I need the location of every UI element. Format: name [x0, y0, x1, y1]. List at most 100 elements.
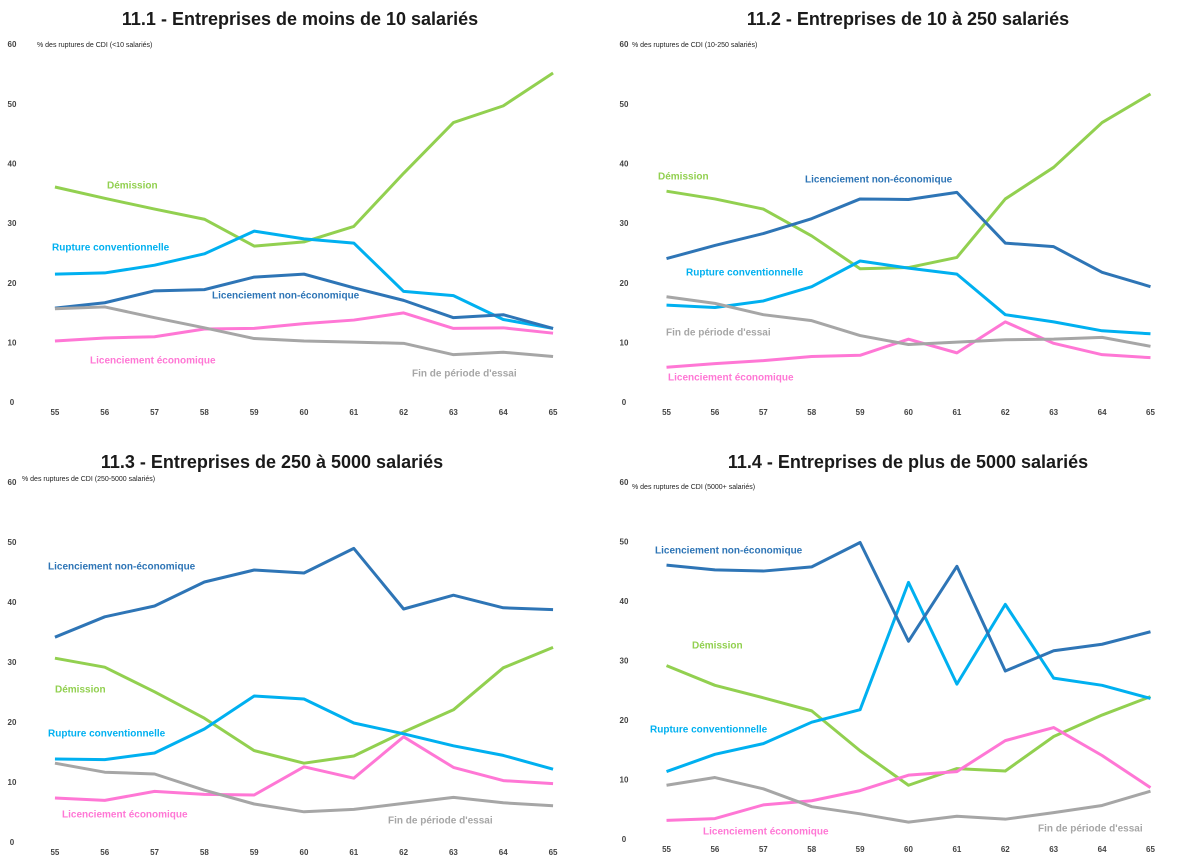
y-tick-label: 10: [8, 778, 17, 787]
x-tick-label: 65: [1146, 845, 1155, 854]
y-tick-label: 50: [8, 538, 17, 547]
x-tick-label: 65: [549, 848, 558, 857]
x-tick-label: 61: [952, 845, 961, 854]
x-tick-label: 62: [399, 848, 408, 857]
y-axis-title: % des ruptures de CDI (250-5000 salariés…: [22, 476, 155, 483]
series-line: [666, 259, 1151, 336]
x-tick-label: 64: [499, 848, 508, 857]
series-line: [54, 735, 554, 802]
x-tick-label: 56: [710, 408, 719, 417]
series-label: Fin de période d'essai: [412, 369, 517, 380]
x-tick-label: 58: [807, 408, 816, 417]
y-tick-label: 20: [620, 716, 629, 725]
series-label: Licenciement économique: [703, 827, 829, 838]
x-tick-label: 61: [349, 848, 358, 857]
series-line: [54, 305, 554, 358]
x-tick-label: 65: [1146, 408, 1155, 417]
y-axis-title: % des ruptures de CDI (10-250 salariés): [632, 42, 757, 49]
x-tick-label: 64: [1098, 845, 1107, 854]
panel: 11.2 - Entreprises de 10 à 250 salariés%…: [620, 9, 1156, 417]
series-line: [54, 272, 554, 330]
x-tick-label: 60: [904, 845, 913, 854]
panel: 11.1 - Entreprises de moins de 10 salari…: [8, 9, 559, 417]
series-label: Fin de période d'essai: [666, 328, 771, 339]
y-tick-label: 0: [622, 835, 627, 844]
panel: 11.3 - Entreprises de 250 à 5000 salarié…: [8, 452, 559, 857]
y-tick-label: 60: [620, 40, 629, 49]
y-tick-label: 50: [8, 100, 17, 109]
series-label: Licenciement économique: [90, 356, 216, 367]
series-label: Licenciement non-économique: [48, 562, 196, 573]
x-tick-label: 58: [200, 848, 209, 857]
y-tick-label: 20: [620, 279, 629, 288]
series-line: [666, 320, 1151, 369]
series-label: Rupture conventionnelle: [52, 243, 170, 254]
y-tick-label: 40: [620, 159, 629, 168]
x-tick-label: 57: [150, 848, 159, 857]
chart-title: 11.1 - Entreprises de moins de 10 salari…: [122, 9, 478, 29]
x-tick-label: 56: [710, 845, 719, 854]
x-tick-label: 55: [662, 408, 671, 417]
y-tick-label: 60: [620, 478, 629, 487]
x-tick-label: 57: [759, 845, 768, 854]
y-tick-label: 0: [622, 398, 627, 407]
series-label: Licenciement non-économique: [212, 291, 360, 302]
y-tick-label: 60: [8, 478, 17, 487]
y-tick-label: 30: [8, 219, 17, 228]
series-line: [665, 664, 1152, 787]
x-tick-label: 59: [250, 848, 259, 857]
x-tick-label: 64: [499, 408, 508, 417]
series-label: Rupture conventionnelle: [686, 268, 804, 279]
x-tick-label: 62: [1001, 408, 1010, 417]
y-tick-label: 10: [8, 338, 17, 347]
x-tick-label: 61: [349, 408, 358, 417]
series-line: [666, 541, 1151, 673]
x-tick-label: 57: [759, 408, 768, 417]
y-tick-label: 50: [620, 100, 629, 109]
y-axis-title: % des ruptures de CDI (5000+ salariés): [632, 484, 755, 491]
series-line: [54, 546, 554, 639]
series-label: Licenciement non-économique: [655, 546, 803, 557]
series-line: [54, 761, 554, 814]
x-tick-label: 58: [807, 845, 816, 854]
series-line: [666, 726, 1152, 822]
y-tick-label: 10: [620, 338, 629, 347]
series-label: Licenciement non-économique: [805, 175, 953, 186]
y-tick-label: 60: [8, 40, 17, 49]
x-tick-label: 59: [856, 845, 865, 854]
series-label: Démission: [658, 172, 709, 183]
series-line: [54, 311, 554, 343]
x-tick-label: 63: [449, 848, 458, 857]
x-tick-label: 58: [200, 408, 209, 417]
x-tick-label: 59: [250, 408, 259, 417]
y-tick-label: 0: [10, 838, 15, 847]
series-label: Licenciement économique: [668, 373, 794, 384]
y-tick-label: 50: [620, 538, 629, 547]
series-label: Rupture conventionnelle: [48, 729, 166, 740]
series-label: Fin de période d'essai: [388, 816, 493, 827]
x-tick-label: 63: [1049, 845, 1058, 854]
y-tick-label: 20: [8, 279, 17, 288]
x-tick-label: 56: [100, 408, 109, 417]
series-line: [54, 71, 554, 248]
series-line: [54, 694, 554, 771]
series-line: [666, 776, 1151, 824]
y-tick-label: 20: [8, 718, 17, 727]
x-tick-label: 55: [50, 848, 59, 857]
series-label: Fin de période d'essai: [1038, 824, 1143, 835]
x-tick-label: 65: [549, 408, 558, 417]
x-tick-label: 55: [662, 845, 671, 854]
panel: 11.4 - Entreprises de plus de 5000 salar…: [620, 452, 1156, 854]
series-line: [666, 580, 1151, 773]
series-label: Démission: [107, 181, 158, 192]
x-tick-label: 64: [1098, 408, 1107, 417]
chart-title: 11.2 - Entreprises de 10 à 250 salariés: [747, 9, 1069, 29]
series-label: Licenciement économique: [62, 810, 188, 821]
x-tick-label: 61: [952, 408, 961, 417]
chart-title: 11.3 - Entreprises de 250 à 5000 salarié…: [101, 452, 443, 472]
x-tick-label: 55: [50, 408, 59, 417]
y-tick-label: 40: [8, 598, 17, 607]
y-tick-label: 10: [620, 776, 629, 785]
x-tick-label: 63: [1049, 408, 1058, 417]
